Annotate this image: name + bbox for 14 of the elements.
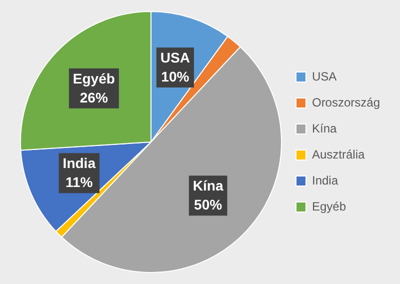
slice-label: Egyéb [72, 70, 115, 86]
data-label: 11% [66, 174, 94, 190]
legend-label: Egyéb [312, 199, 346, 214]
slice-label: India [62, 154, 96, 171]
slice-label: USA [160, 49, 190, 66]
legend-label: Oroszország [312, 95, 380, 110]
legend-label: Ausztrália [312, 147, 365, 162]
data-label: 10% [161, 68, 190, 84]
legend-label: USA [312, 69, 337, 84]
legend-label: Kína [312, 121, 337, 136]
data-label: 26% [80, 89, 108, 106]
legend-label: India [312, 173, 338, 188]
slice-label: Kína [192, 177, 224, 194]
data-label: 50% [194, 196, 223, 212]
